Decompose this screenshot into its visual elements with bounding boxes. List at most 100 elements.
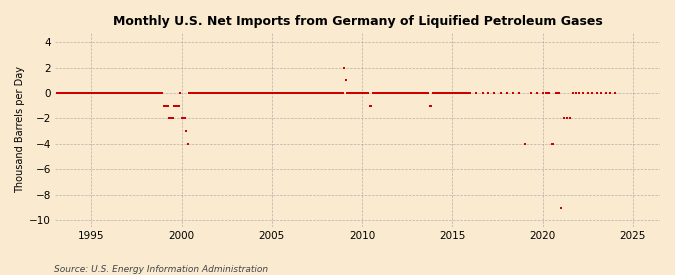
Point [226,91,237,95]
Point [392,91,402,95]
Point [513,91,524,95]
Point [128,91,139,95]
Point [583,91,593,95]
Point [312,91,323,95]
Point [554,91,565,95]
Point [205,91,215,95]
Point [393,91,404,95]
Point [113,91,124,95]
Point [63,91,74,95]
Point [97,91,107,95]
Point [284,91,295,95]
Point [429,91,439,95]
Point [562,116,572,121]
Point [385,91,396,95]
Point [72,91,83,95]
Point [301,91,312,95]
Point [298,91,309,95]
Point [98,91,109,95]
Point [342,91,352,95]
Point [175,91,186,95]
Point [196,91,207,95]
Point [180,116,190,121]
Point [176,116,187,121]
Point [378,91,389,95]
Point [465,91,476,95]
Point [450,91,461,95]
Point [229,91,240,95]
Point [431,91,441,95]
Point [371,91,381,95]
Point [207,91,217,95]
Point [453,91,464,95]
Point [389,91,400,95]
Point [151,91,161,95]
Y-axis label: Thousand Barrels per Day: Thousand Barrels per Day [15,66,25,193]
Point [280,91,291,95]
Point [306,91,317,95]
Point [438,91,449,95]
Point [304,91,315,95]
Point [507,91,518,95]
Point [121,91,132,95]
Point [115,91,126,95]
Point [444,91,455,95]
Point [140,91,151,95]
Point [388,91,399,95]
Point [90,91,101,95]
Point [254,91,265,95]
Point [459,91,470,95]
Point [65,91,76,95]
Point [188,91,199,95]
Point [345,91,356,95]
Point [244,91,254,95]
Point [163,103,173,108]
Point [70,91,80,95]
Point [138,91,149,95]
Point [82,91,92,95]
Point [232,91,242,95]
Point [60,91,71,95]
Point [259,91,270,95]
Point [56,91,67,95]
Point [483,91,494,95]
Point [464,91,475,95]
Point [489,91,500,95]
Point [362,91,373,95]
Point [148,91,159,95]
Point [420,91,431,95]
Point [340,78,351,82]
Point [375,91,385,95]
Point [214,91,225,95]
Point [76,91,86,95]
Point [54,91,65,95]
Point [198,91,209,95]
Point [372,91,383,95]
Point [146,91,157,95]
Point [338,91,348,95]
Point [119,91,130,95]
Point [269,91,280,95]
Point [257,91,268,95]
Point [235,91,246,95]
Point [265,91,276,95]
Point [213,91,223,95]
Point [447,91,458,95]
Point [348,91,358,95]
Point [130,91,140,95]
Point [154,91,165,95]
Point [136,91,146,95]
Point [221,91,232,95]
Point [217,91,227,95]
Point [242,91,253,95]
Point [77,91,88,95]
Point [396,91,407,95]
Point [343,91,354,95]
Point [369,91,379,95]
Point [170,103,181,108]
Point [437,91,448,95]
Point [290,91,301,95]
Point [387,91,398,95]
Point [107,91,118,95]
Point [126,91,137,95]
